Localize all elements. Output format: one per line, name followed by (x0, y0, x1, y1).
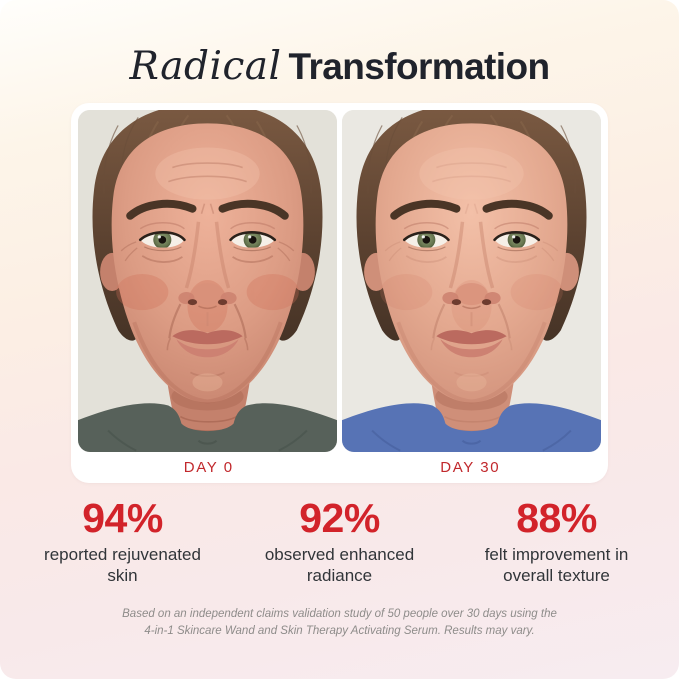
before-after-card: DAY 0 DAY 30 (71, 103, 608, 483)
stat-overall-texture: 88% felt improvement in overall texture (448, 498, 665, 587)
photo-label-bar: DAY 0 DAY 30 (78, 452, 601, 483)
disclaimer-line-2: 4-in-1 Skincare Wand and Skin Therapy Ac… (144, 625, 535, 638)
title-main-word: Transformation (288, 46, 551, 87)
stat-value: 92% (299, 495, 380, 541)
after-photo (342, 110, 601, 452)
title-accent-word: Radical (129, 44, 282, 89)
stat-value: 88% (516, 495, 597, 541)
stat-description: reported rejuvenated skin (44, 545, 201, 586)
after-label: DAY 30 (440, 459, 501, 476)
stat-enhanced-radiance: 92% observed enhanced radiance (231, 498, 448, 587)
disclaimer-line-1: Based on an independent claims validatio… (122, 608, 557, 620)
stat-rejuvenated-skin: 94% reported rejuvenated skin (14, 498, 231, 587)
before-photo (78, 110, 337, 452)
page-title: Radical Transformation (0, 44, 679, 89)
photo-row (78, 110, 601, 452)
stats-row: 94% reported rejuvenated skin 92% observ… (14, 498, 665, 587)
stat-description: observed enhanced radiance (264, 545, 415, 586)
stat-description: felt improvement in overall texture (484, 545, 629, 586)
before-label: DAY 0 (183, 459, 234, 476)
stat-value: 94% (82, 495, 163, 541)
study-disclaimer: Based on an independent claims validatio… (0, 606, 679, 641)
